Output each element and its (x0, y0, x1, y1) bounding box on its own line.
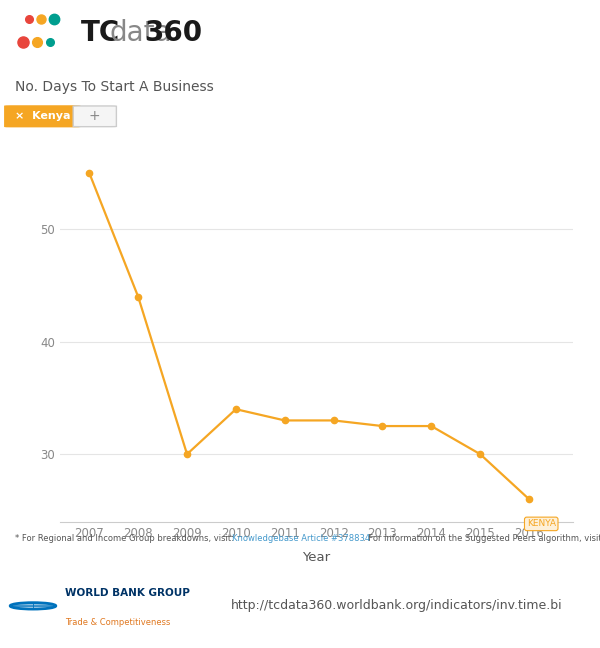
X-axis label: Year: Year (302, 551, 331, 564)
FancyBboxPatch shape (5, 106, 80, 126)
Text: ×  Kenya: × Kenya (15, 111, 71, 121)
Text: http://tcdata360.worldbank.org/indicators/inv.time.bi: http://tcdata360.worldbank.org/indicator… (231, 599, 563, 612)
Circle shape (10, 603, 56, 609)
Text: TC: TC (81, 19, 120, 47)
Text: Knowledgebase Article #378834: Knowledgebase Article #378834 (232, 534, 370, 543)
Text: 360: 360 (145, 19, 203, 47)
Text: No. Days To Start A Business: No. Days To Start A Business (15, 80, 214, 94)
Text: data: data (110, 19, 172, 47)
Text: +: + (89, 110, 101, 123)
Text: Trade & Competitiveness: Trade & Competitiveness (65, 618, 170, 627)
FancyBboxPatch shape (73, 106, 116, 126)
Text: KENYA: KENYA (527, 520, 556, 528)
Text: WORLD BANK GROUP: WORLD BANK GROUP (65, 588, 190, 598)
Text: . For information on the Suggested Peers algorithm, visit: . For information on the Suggested Peers… (363, 534, 600, 543)
Text: * For Regional and Income Group breakdowns, visit:: * For Regional and Income Group breakdow… (15, 534, 236, 543)
